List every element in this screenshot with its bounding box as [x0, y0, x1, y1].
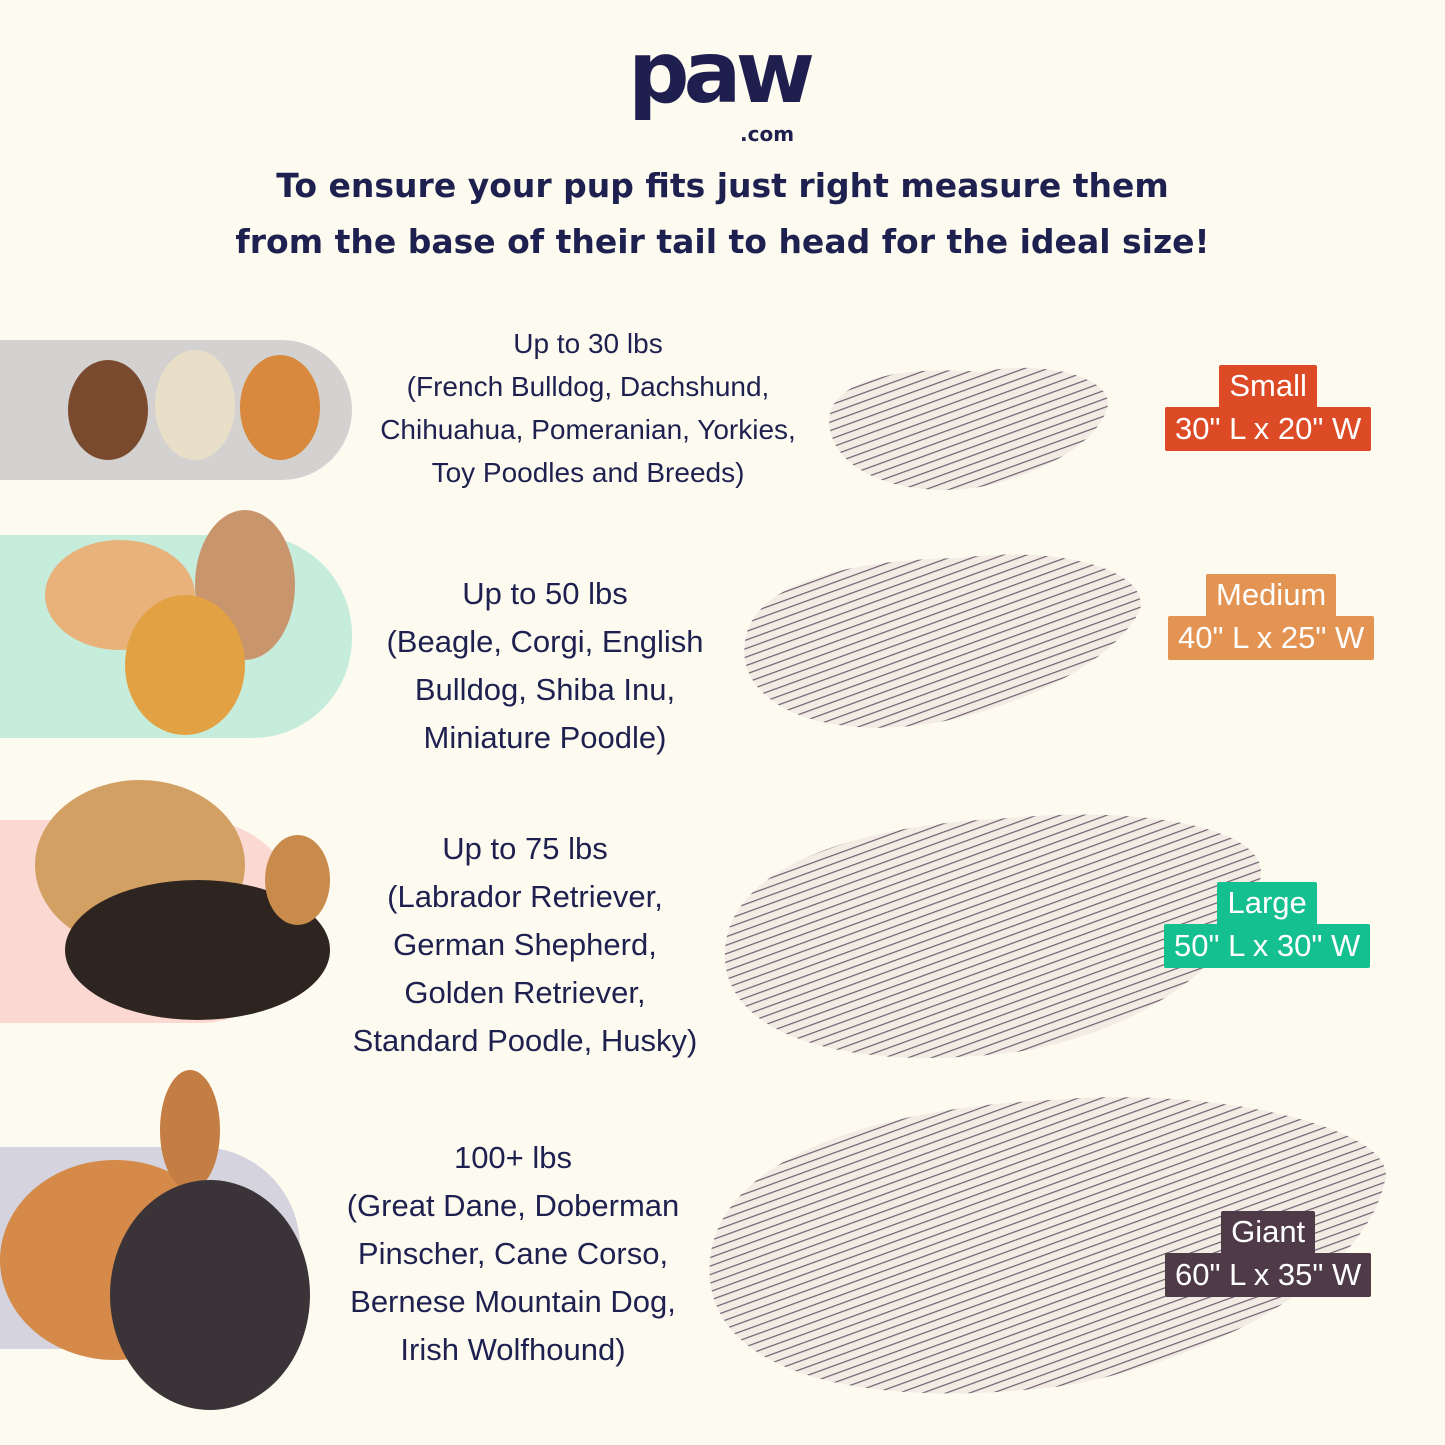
breeds-line: Toy Poodles and Breeds) [431, 457, 745, 488]
medium-size-label: Medium 40" L x 25" W [1168, 574, 1375, 660]
giant-dogs-illustration [0, 1070, 310, 1420]
breeds-line: (Beagle, Corgi, English [386, 624, 704, 659]
breeds-line: Irish Wolfhound) [400, 1332, 626, 1367]
breeds-line: Chihuahua, Pomeranian, Yorkies, [380, 414, 796, 445]
size-dimensions: 30" L x 20" W [1165, 407, 1372, 451]
breeds-line: Golden Retriever, [404, 975, 646, 1010]
logo-suffix: .com [740, 122, 795, 146]
small-size-label: Small 30" L x 20" W [1165, 365, 1372, 451]
breeds-line: Standard Poodle, Husky) [352, 1023, 698, 1058]
size-dimensions: 60" L x 35" W [1165, 1253, 1372, 1297]
size-name: Medium [1206, 574, 1337, 616]
medium-dogs-illustration [45, 510, 305, 740]
weight: Up to 50 lbs [462, 576, 628, 611]
size-name: Giant [1221, 1211, 1316, 1253]
medium-description: Up to 50 lbs (Beagle, Corgi, English Bul… [345, 570, 745, 762]
breeds-line: Bernese Mountain Dog, [350, 1284, 676, 1319]
weight: 100+ lbs [453, 1140, 573, 1175]
giant-description: 100+ lbs (Great Dane, Doberman Pinscher,… [313, 1134, 713, 1374]
size-name: Large [1217, 882, 1317, 924]
size-dimensions: 50" L x 30" W [1164, 924, 1371, 968]
headline-line-1: To ensure your pup fits just right measu… [276, 166, 1169, 205]
headline-line-2: from the base of their tail to head for … [235, 222, 1210, 261]
weight: Up to 75 lbs [442, 831, 608, 866]
logo-text: paw [628, 23, 815, 123]
breeds-line: (Great Dane, Doberman [346, 1188, 680, 1223]
headline: To ensure your pup fits just right measu… [0, 158, 1445, 270]
breeds-line: Pinscher, Cane Corso, [357, 1236, 669, 1271]
breeds-line: German Shepherd, [393, 927, 657, 962]
small-description: Up to 30 lbs (French Bulldog, Dachshund,… [358, 322, 818, 494]
breeds-line: (French Bulldog, Dachshund, [406, 371, 770, 402]
paw-logo: paw .com [628, 30, 828, 150]
size-dimensions: 40" L x 25" W [1168, 616, 1375, 660]
weight: Up to 30 lbs [513, 328, 663, 359]
large-bed [724, 814, 1262, 1058]
giant-size-label: Giant 60" L x 35" W [1165, 1211, 1372, 1297]
breeds-line: Miniature Poodle) [423, 720, 667, 755]
large-size-label: Large 50" L x 30" W [1164, 882, 1371, 968]
medium-bed [744, 554, 1141, 728]
giant-bed [709, 1097, 1386, 1394]
large-description: Up to 75 lbs (Labrador Retriever, German… [325, 825, 725, 1065]
size-name: Small [1219, 365, 1317, 407]
breeds-line: Bulldog, Shiba Inu, [414, 672, 676, 707]
large-dogs-illustration [35, 780, 335, 1050]
breeds-line: (Labrador Retriever, [387, 879, 663, 914]
small-dogs-illustration [60, 330, 330, 470]
small-bed [829, 367, 1109, 490]
